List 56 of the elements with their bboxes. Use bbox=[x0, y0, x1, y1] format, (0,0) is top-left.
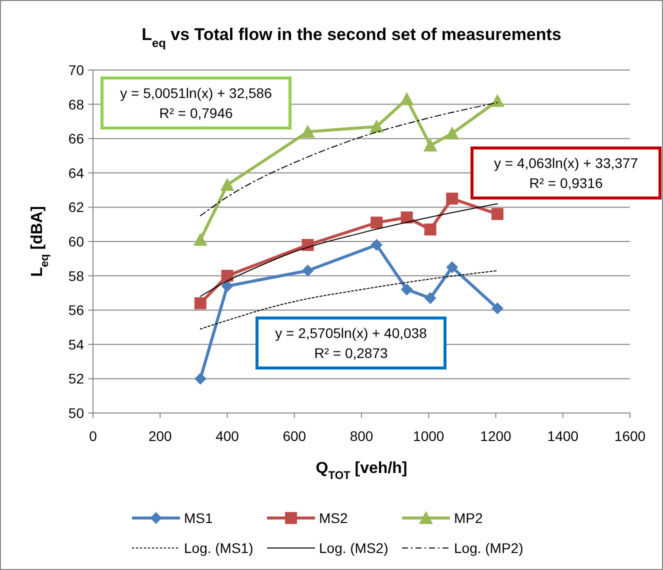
point bbox=[445, 126, 460, 140]
y-tick-label: 70 bbox=[68, 62, 84, 78]
legend-label: Log. (MS1) bbox=[184, 540, 254, 556]
legend-label: Log. (MP2) bbox=[454, 540, 524, 556]
x-tick-label: 1400 bbox=[547, 428, 579, 444]
legend-label: MS1 bbox=[184, 510, 213, 526]
chart-title: L$_{eq}$ vs Total flow in the second set of measurements bbox=[142, 25, 562, 50]
annotation: y = 2,5705ln(x) + 40,038 R² = 0,2873 bbox=[275, 325, 428, 361]
y-tick-label: 64 bbox=[68, 164, 84, 181]
x-tick-label: 800 bbox=[350, 428, 374, 444]
annotation: y = 5,0051ln(x) + 32,586 R² = 0,7946 bbox=[120, 85, 272, 121]
y-tick-label: 56 bbox=[68, 302, 84, 318]
x-axis-title: Q$_{TOT}$ [veh/h] bbox=[316, 460, 408, 482]
x-tick-label: 0 bbox=[89, 428, 98, 444]
point bbox=[400, 211, 413, 224]
point bbox=[220, 178, 234, 191]
legend-label: MP2 bbox=[454, 510, 483, 526]
point bbox=[400, 284, 413, 296]
x-tick-label: 400 bbox=[216, 428, 240, 444]
point bbox=[400, 92, 414, 106]
y-tick-label: 68 bbox=[68, 96, 84, 112]
point bbox=[302, 238, 314, 251]
y-tick-label: 50 bbox=[68, 405, 84, 421]
point bbox=[424, 292, 436, 304]
y-tick-label: 66 bbox=[68, 130, 84, 147]
x-tick-label: 1000 bbox=[413, 428, 444, 444]
point bbox=[194, 297, 206, 310]
y-tick-label: 60 bbox=[68, 234, 84, 250]
legend-label: Log. (MS2) bbox=[319, 540, 388, 556]
point bbox=[370, 120, 384, 133]
point bbox=[221, 280, 234, 292]
point bbox=[491, 208, 504, 220]
point bbox=[370, 216, 383, 229]
point bbox=[194, 372, 206, 385]
point bbox=[491, 302, 504, 314]
legend-label: MS2 bbox=[319, 510, 348, 526]
x-tick-label: 1200 bbox=[480, 428, 512, 444]
point bbox=[300, 124, 315, 138]
x-tick-label: 200 bbox=[148, 428, 172, 444]
annotation: y = 4,063ln(x) + 33,377 R² = 0,9316 bbox=[494, 155, 638, 191]
y-tick-label: 54 bbox=[68, 336, 84, 352]
point bbox=[370, 238, 383, 251]
point bbox=[221, 270, 234, 282]
point bbox=[193, 232, 208, 246]
point bbox=[490, 94, 504, 107]
line-series bbox=[200, 270, 498, 330]
x-tick-label: 1600 bbox=[614, 428, 646, 444]
y-tick-label: 62 bbox=[68, 199, 84, 216]
point bbox=[424, 223, 436, 236]
x-tick-label: 600 bbox=[282, 428, 306, 444]
point bbox=[446, 261, 458, 274]
y-tick-label: 52 bbox=[68, 370, 84, 387]
point bbox=[423, 138, 438, 152]
y-tick-label: 58 bbox=[68, 268, 84, 284]
point bbox=[302, 264, 314, 277]
point bbox=[446, 192, 458, 205]
